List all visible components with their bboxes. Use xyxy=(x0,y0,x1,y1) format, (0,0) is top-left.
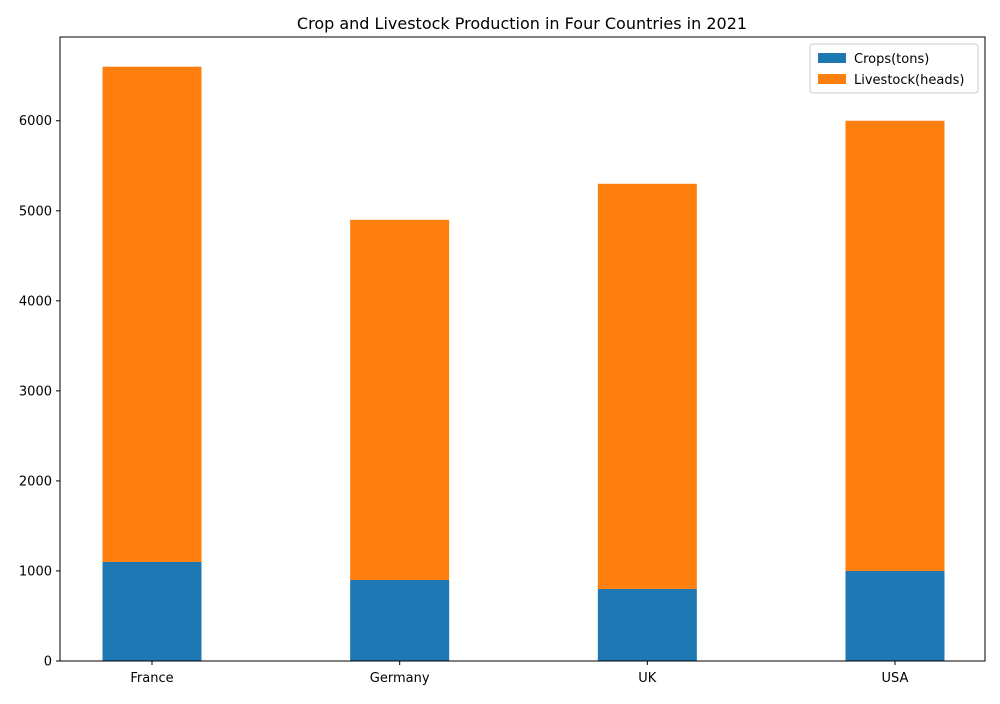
bar-crops-uk xyxy=(597,588,697,661)
y-tick-label: 0 xyxy=(44,655,52,670)
bar-crops-france xyxy=(102,561,202,661)
legend-swatch-livestock xyxy=(818,74,846,84)
bar-livestock-germany xyxy=(350,219,450,580)
y-tick-label: 3000 xyxy=(19,384,52,399)
x-tick-label-germany: Germany xyxy=(370,671,430,686)
chart-title: Crop and Livestock Production in Four Co… xyxy=(297,14,747,33)
plot-frame xyxy=(59,36,986,662)
legend-swatch-crops xyxy=(818,53,846,63)
plot-area: 0 1000 2000 3000 4000 5000 6000 France Germany UK… xyxy=(19,36,986,686)
legend-box xyxy=(809,43,979,94)
y-tick-label: 6000 xyxy=(19,114,52,129)
bar-crops-usa xyxy=(845,570,945,661)
y-tick-label: 1000 xyxy=(19,564,52,579)
bar-livestock-uk xyxy=(597,183,697,589)
y-tick-label: 4000 xyxy=(19,294,52,309)
bar-crops-germany xyxy=(350,579,450,661)
y-tick-label: 5000 xyxy=(19,204,52,219)
x-tick-label-france: France xyxy=(130,671,173,686)
bar-livestock-usa xyxy=(845,120,945,571)
y-tick-label: 2000 xyxy=(19,474,52,489)
legend: Crops(tons) Livestock(heads) xyxy=(809,43,979,94)
x-tick-label-usa: USA xyxy=(882,671,909,686)
bar-livestock-france xyxy=(102,66,202,562)
legend-label-livestock: Livestock(heads) xyxy=(854,73,964,88)
legend-label-crops: Crops(tons) xyxy=(854,52,929,67)
x-tick-label-uk: UK xyxy=(638,671,657,686)
